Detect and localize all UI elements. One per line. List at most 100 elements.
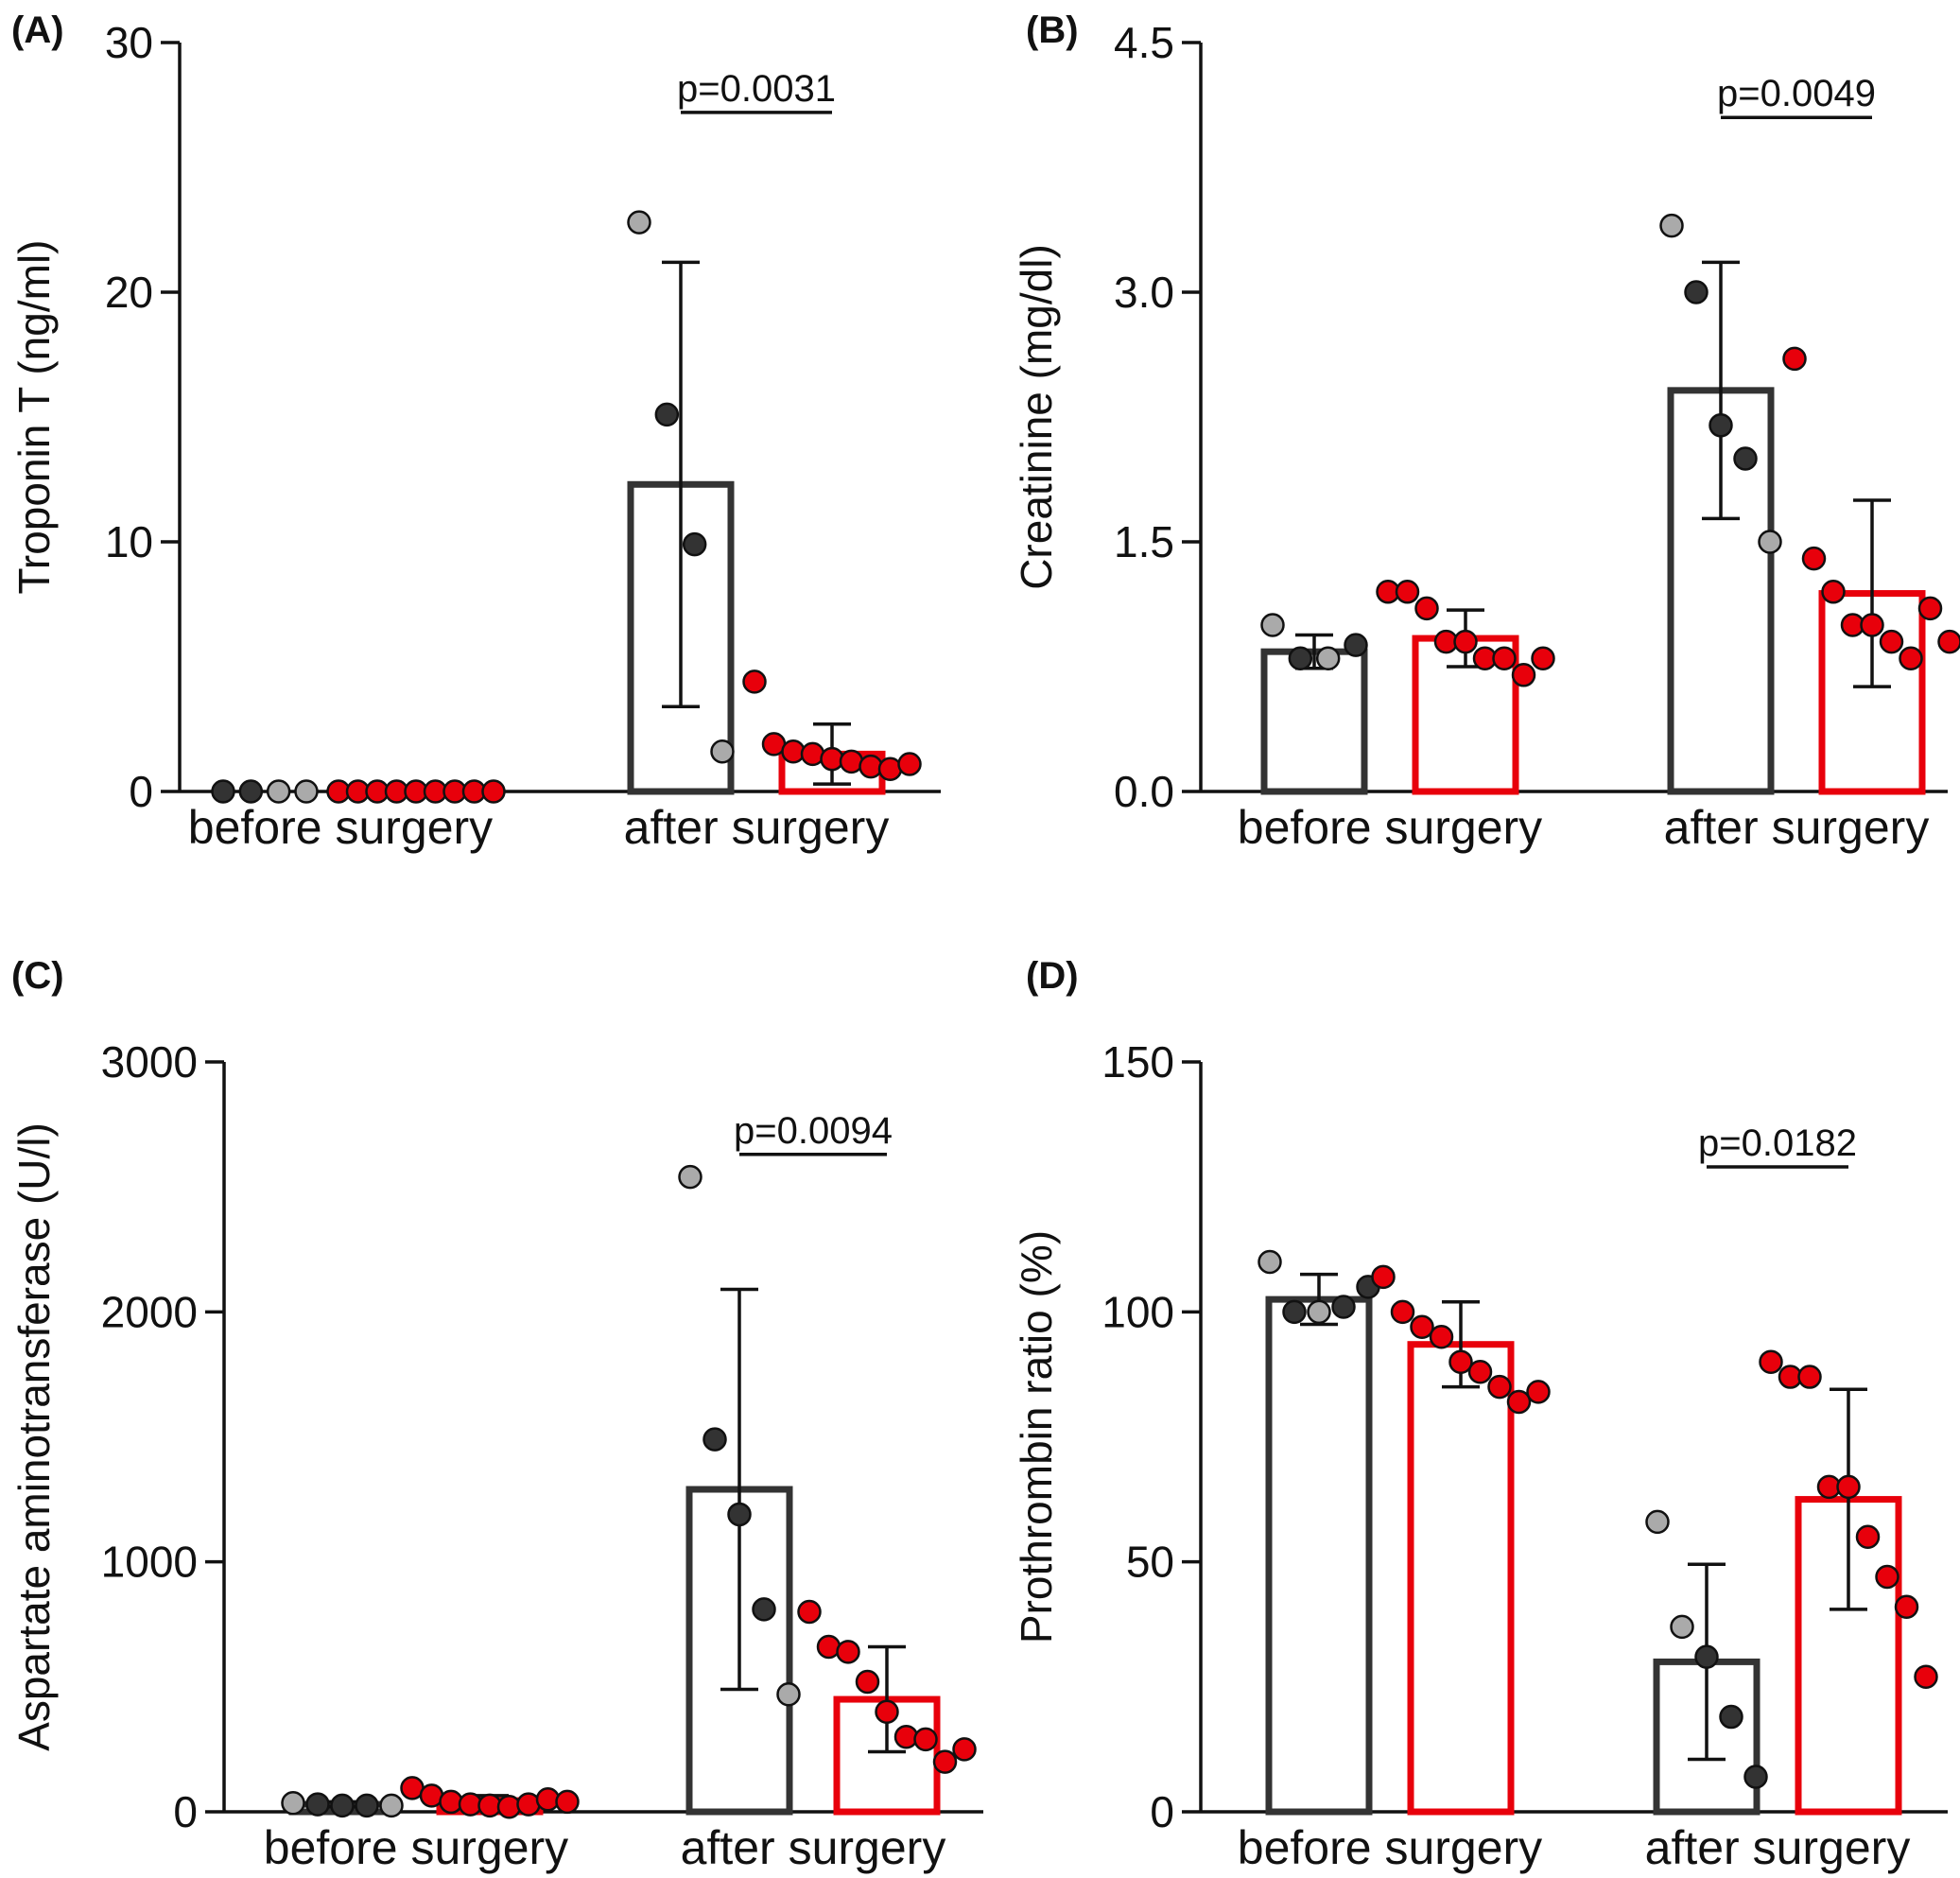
y-tick-label: 50 bbox=[1126, 1538, 1174, 1587]
data-point bbox=[1315, 646, 1341, 670]
data-point bbox=[800, 741, 825, 767]
p-value-label: p=0.0049 bbox=[1717, 73, 1876, 114]
data-point bbox=[1390, 1299, 1415, 1325]
data-point bbox=[1879, 629, 1904, 654]
data-point bbox=[1694, 1644, 1719, 1669]
bar-treated bbox=[1407, 1341, 1515, 1816]
data-point bbox=[816, 1634, 841, 1660]
data-point bbox=[839, 749, 864, 774]
y-tick-label: 3.0 bbox=[1114, 268, 1174, 317]
y-tick-label: 1.5 bbox=[1114, 517, 1174, 566]
data-point bbox=[913, 1727, 938, 1752]
data-point bbox=[776, 1682, 801, 1707]
x-category-label: after surgery bbox=[681, 1821, 946, 1874]
data-point bbox=[516, 1792, 541, 1817]
y-axis-label: Creatinine (mg/dl) bbox=[1012, 244, 1061, 590]
data-point bbox=[1414, 596, 1439, 621]
y-tick-label: 0 bbox=[129, 767, 153, 816]
data-point bbox=[1937, 629, 1960, 654]
data-point bbox=[305, 1792, 330, 1817]
y-tick-label: 1000 bbox=[101, 1538, 198, 1587]
data-point bbox=[1733, 446, 1758, 471]
panel-a: (A) 0 10 20 30 Troponin T (ng/ml) before surge… bbox=[9, 9, 941, 854]
data-point bbox=[855, 1669, 880, 1695]
x-category-label: before surgery bbox=[1238, 1821, 1542, 1874]
data-point bbox=[1410, 1314, 1434, 1339]
data-point bbox=[1288, 646, 1313, 670]
data-point bbox=[678, 1164, 702, 1190]
data-point bbox=[1719, 1704, 1743, 1730]
data-point bbox=[1511, 663, 1536, 687]
data-point bbox=[481, 779, 506, 804]
data-point bbox=[727, 1502, 752, 1527]
data-point bbox=[682, 531, 707, 557]
y-tick-label: 4.5 bbox=[1114, 18, 1174, 67]
data-point bbox=[1899, 646, 1923, 670]
data-point bbox=[1875, 1564, 1899, 1590]
data-point bbox=[1531, 646, 1555, 670]
p-value-label: p=0.0182 bbox=[1698, 1122, 1857, 1164]
y-axis-label: Troponin T (ng/ml) bbox=[9, 240, 59, 595]
data-point bbox=[875, 1699, 899, 1725]
data-point bbox=[1860, 613, 1884, 637]
data-point bbox=[1797, 1365, 1822, 1389]
panel-label: (A) bbox=[11, 9, 64, 51]
data-point bbox=[1331, 1295, 1356, 1319]
data-point bbox=[897, 752, 922, 776]
data-point bbox=[1307, 1299, 1331, 1325]
x-category-label: after surgery bbox=[624, 801, 890, 854]
x-category-label: before surgery bbox=[1238, 801, 1542, 854]
data-point bbox=[1429, 1325, 1454, 1349]
data-point bbox=[654, 402, 680, 427]
y-tick-label: 3000 bbox=[101, 1037, 198, 1087]
data-point bbox=[952, 1737, 977, 1762]
data-point bbox=[1759, 1349, 1783, 1374]
y-tick-label: 0.0 bbox=[1114, 767, 1174, 816]
y-axis-label: Aspartate aminotransferase (U/l) bbox=[9, 1122, 59, 1751]
panel-c: (C) 0 1000 2000 3000 Aspartate aminotransfera… bbox=[9, 955, 983, 1874]
data-point bbox=[1492, 646, 1517, 670]
data-point bbox=[1670, 1614, 1694, 1640]
data-point bbox=[355, 1793, 379, 1818]
data-point bbox=[1743, 1765, 1768, 1789]
bar-control bbox=[1260, 648, 1368, 795]
data-point bbox=[330, 1793, 355, 1818]
data-point bbox=[294, 779, 319, 804]
data-point bbox=[877, 756, 903, 781]
panel-b: (B) 0.0 1.5 3.0 4.5 Creatinine (mg/dl) before … bbox=[1012, 9, 1960, 854]
panel-label: (C) bbox=[11, 955, 64, 997]
data-point bbox=[1344, 633, 1368, 657]
x-category-label: after surgery bbox=[1664, 801, 1930, 854]
data-point bbox=[1894, 1594, 1919, 1619]
data-point bbox=[281, 1790, 305, 1816]
data-point bbox=[797, 1599, 822, 1625]
data-point bbox=[627, 210, 651, 235]
data-point bbox=[1453, 629, 1478, 654]
y-tick-label: 0 bbox=[173, 1787, 198, 1836]
p-value-label: p=0.0094 bbox=[734, 1110, 893, 1152]
data-point bbox=[1645, 1509, 1670, 1535]
data-point bbox=[1395, 580, 1420, 604]
data-point bbox=[836, 1640, 860, 1664]
data-point bbox=[1282, 1299, 1307, 1325]
data-point bbox=[555, 1789, 580, 1815]
bar-control bbox=[1265, 1295, 1373, 1816]
data-point bbox=[238, 779, 264, 804]
data-point bbox=[1467, 1360, 1493, 1384]
y-tick-label: 30 bbox=[105, 18, 153, 67]
data-point bbox=[1821, 580, 1846, 604]
p-value-label: p=0.0031 bbox=[677, 68, 836, 110]
data-point bbox=[1801, 546, 1827, 571]
data-point bbox=[379, 1793, 404, 1818]
y-tick-label: 2000 bbox=[101, 1287, 198, 1336]
x-category-label: after surgery bbox=[1645, 1821, 1911, 1874]
data-point bbox=[1260, 613, 1285, 637]
x-category-label: before surgery bbox=[188, 801, 493, 854]
panel-label: (D) bbox=[1026, 955, 1079, 997]
data-point bbox=[1258, 1249, 1282, 1275]
data-point bbox=[1659, 213, 1684, 238]
data-point bbox=[1448, 1349, 1473, 1374]
data-point bbox=[702, 1427, 727, 1452]
data-point bbox=[1526, 1380, 1551, 1404]
y-axis-label: Prothrombin ratio (%) bbox=[1012, 1230, 1061, 1643]
